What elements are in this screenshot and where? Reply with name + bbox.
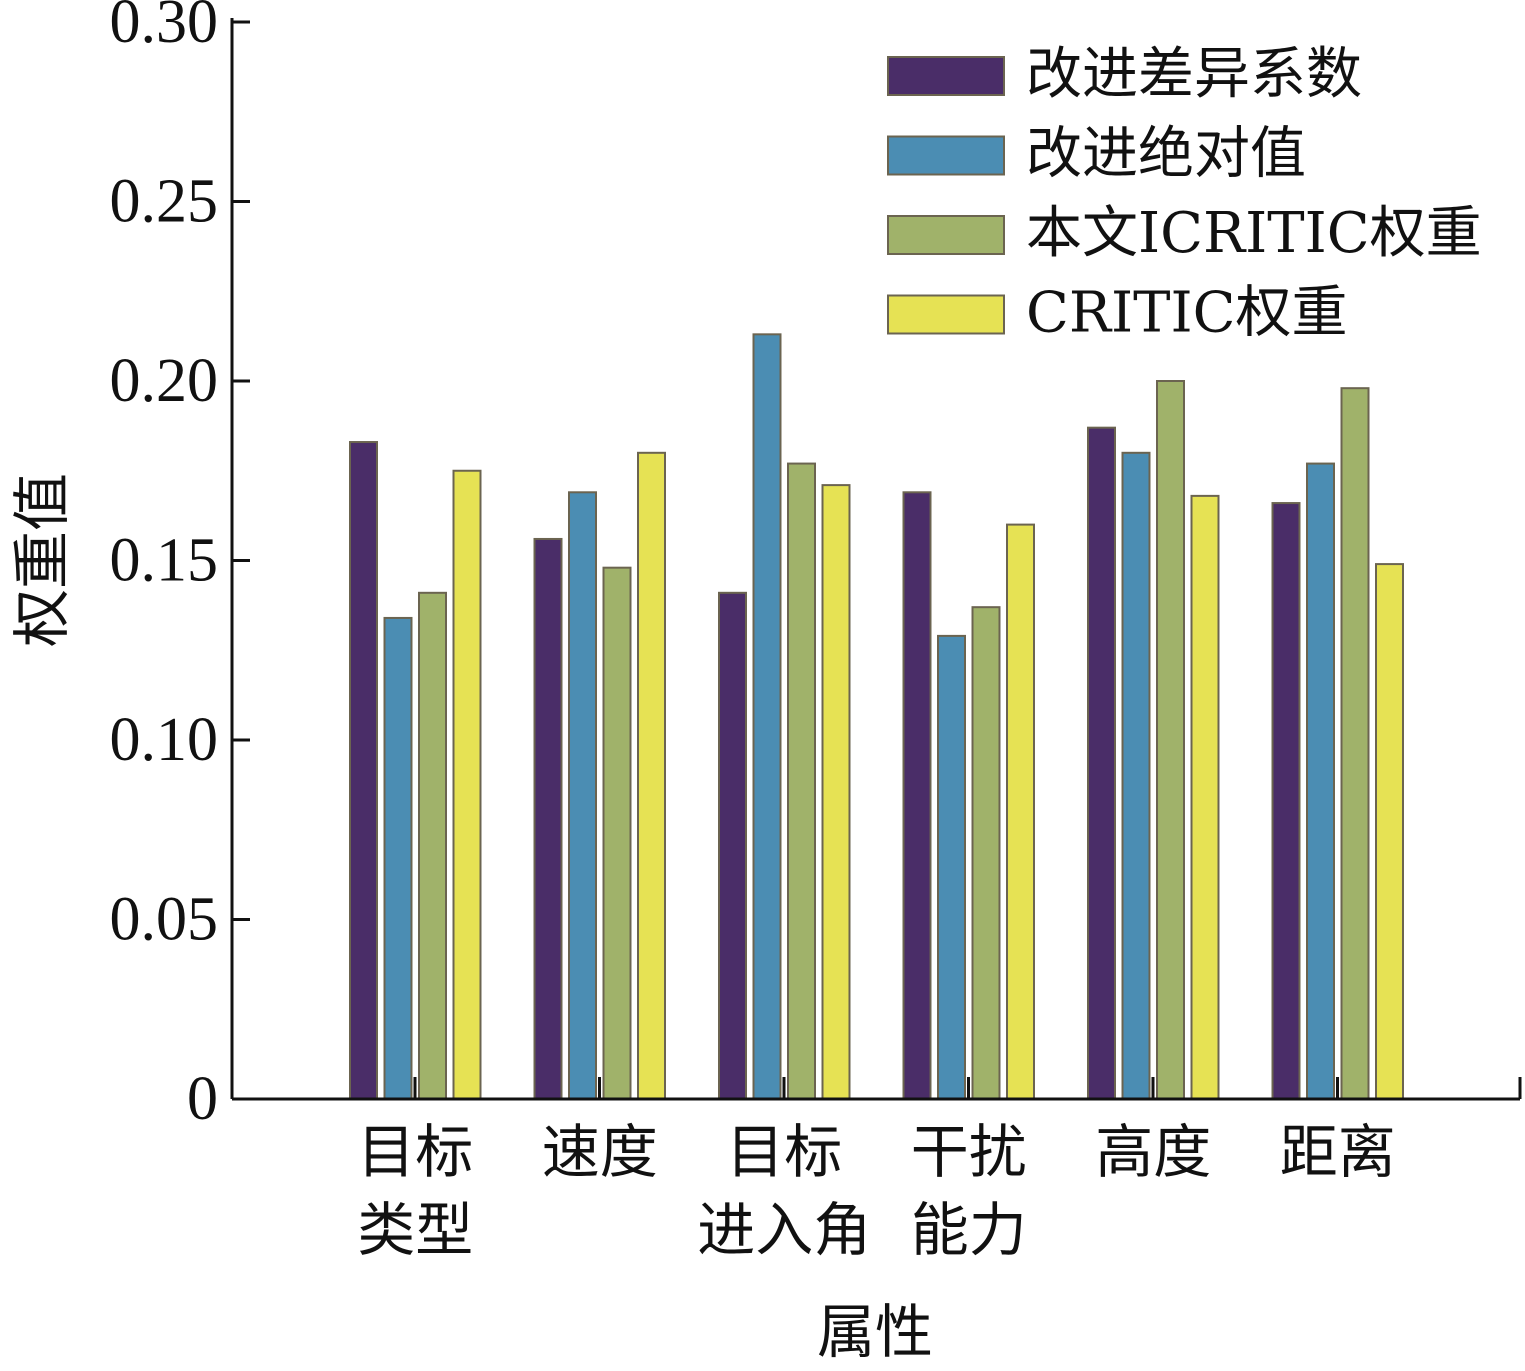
x-tick-label: 距离 — [1280, 1118, 1396, 1186]
bar — [1190, 494, 1220, 1100]
y-tick-label: 0.20 — [110, 347, 219, 415]
legend-swatch — [887, 215, 1005, 255]
bar — [1121, 451, 1151, 1100]
bar — [1156, 380, 1185, 1100]
bar — [1271, 502, 1301, 1100]
bar — [568, 491, 597, 1101]
legend-label: CRITIC权重 — [1026, 281, 1347, 346]
x-tick-label: 类型 — [357, 1196, 473, 1264]
bar — [752, 333, 782, 1100]
bar — [718, 591, 747, 1100]
x-tick-label: 高度 — [1095, 1118, 1211, 1186]
legend-label: 本文ICRITIC权重 — [1026, 201, 1482, 266]
y-tick-label: 0 — [187, 1065, 218, 1133]
x-tick-label: 目标 — [726, 1118, 842, 1186]
bar — [937, 634, 966, 1100]
y-tick-label: 0.10 — [110, 706, 219, 774]
y-axis-title: 权重值 — [8, 473, 76, 647]
y-tick-label: 0.15 — [110, 527, 219, 595]
legend-label: 改进绝对值 — [1026, 122, 1306, 187]
bars-layer — [349, 333, 1404, 1101]
x-tick-label: 干扰 — [911, 1118, 1027, 1186]
bar — [821, 484, 851, 1100]
bar — [787, 462, 816, 1100]
bar — [1306, 462, 1335, 1100]
bar — [971, 606, 1001, 1100]
bar — [383, 616, 413, 1100]
legend-label: 改进差异系数 — [1026, 42, 1362, 107]
bar — [1340, 387, 1370, 1100]
x-tick-label: 目标 — [357, 1118, 473, 1186]
bar — [1087, 426, 1116, 1101]
bar — [902, 491, 932, 1101]
legend-swatch — [887, 294, 1005, 335]
legend-swatch — [887, 56, 1005, 96]
y-tick-label: 0.05 — [110, 886, 219, 954]
bar — [533, 537, 563, 1100]
x-axis-title: 属性 — [817, 1298, 933, 1366]
y-tick-label: 0.25 — [110, 168, 219, 236]
bar — [452, 469, 482, 1100]
x-tick-label: 进入角 — [697, 1196, 871, 1264]
legend-swatch — [887, 135, 1005, 176]
y-tick-label: 0.30 — [110, 0, 219, 56]
x-tick-label: 能力 — [911, 1196, 1027, 1264]
bar — [637, 451, 666, 1100]
bar — [1375, 563, 1404, 1100]
x-tick-label: 速度 — [542, 1118, 658, 1186]
bar — [418, 591, 447, 1100]
bar — [602, 566, 632, 1100]
bar — [1006, 523, 1035, 1100]
bar — [349, 441, 378, 1100]
